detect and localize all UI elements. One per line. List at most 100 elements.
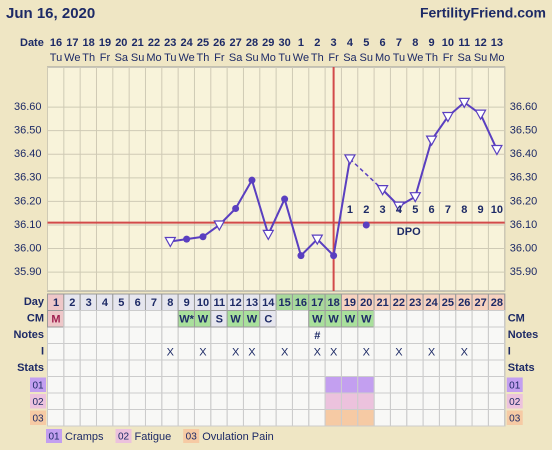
weekday-label: Sa <box>229 52 243 64</box>
outlier-point <box>362 221 370 229</box>
date-label: 16 <box>50 37 62 49</box>
table-cell <box>487 409 506 427</box>
stat-code-right: 03 <box>509 413 521 424</box>
stat-code-bg-right <box>506 410 523 425</box>
date-label: 27 <box>230 37 242 49</box>
intercourse-mark: X <box>232 347 240 359</box>
stat-code-bg <box>30 394 46 409</box>
row-label-right: I <box>508 346 511 358</box>
stat-code: 01 <box>32 380 44 391</box>
cm-value: M <box>51 314 60 326</box>
stat-code-right: 02 <box>509 397 521 408</box>
weekday-label: Sa <box>115 52 129 64</box>
temp-point-triangle <box>392 201 405 213</box>
date-label: 18 <box>83 37 95 49</box>
intercourse-mark: X <box>395 347 403 359</box>
weekday-label: Sa <box>343 52 357 64</box>
stat-cell <box>324 392 342 410</box>
day-number: 22 <box>393 297 405 309</box>
day-number: 24 <box>425 297 438 309</box>
temp-point-triangle <box>458 97 471 109</box>
weekday-label: Mo <box>375 52 390 64</box>
day-number: 14 <box>262 297 275 309</box>
date-label: 9 <box>429 37 435 49</box>
dpo-label: 3 <box>380 204 386 216</box>
date-label: 13 <box>491 37 503 49</box>
cm-value: W <box>361 314 372 326</box>
y-tick-label-right: 36.00 <box>510 242 538 254</box>
day-number: 8 <box>167 297 173 309</box>
temp-point-triangle <box>343 154 356 166</box>
temp-point <box>281 195 289 203</box>
day-number: 6 <box>135 297 141 309</box>
temp-point <box>297 252 305 260</box>
y-tick-label: 36.40 <box>14 148 42 160</box>
weekday-label: Th <box>82 52 95 64</box>
note-mark: # <box>314 330 320 342</box>
dpo-label: 6 <box>429 204 435 216</box>
date-label: 10 <box>442 37 454 49</box>
weekday-label: We <box>293 52 309 64</box>
day-number: 2 <box>69 297 75 309</box>
y-tick-label-right: 36.10 <box>510 219 538 231</box>
temp-point <box>183 235 191 243</box>
stat-cell <box>324 376 342 394</box>
date-label: 17 <box>66 37 78 49</box>
day-number: 16 <box>295 297 307 309</box>
dpo-label: 4 <box>396 204 403 216</box>
date-label: 28 <box>246 37 258 49</box>
date-label: 21 <box>132 37 144 49</box>
stat-code-bg-right <box>506 394 523 409</box>
site-name: FertilityFriend.com <box>420 5 546 21</box>
cm-value: W <box>328 314 339 326</box>
day-number: 19 <box>344 297 356 309</box>
y-tick-label-right: 36.50 <box>510 125 538 137</box>
date-label: 2 <box>314 37 320 49</box>
date-label: 25 <box>197 37 209 49</box>
cm-value: S <box>216 314 223 326</box>
stat-cell <box>357 376 375 394</box>
day-number: 12 <box>230 297 242 309</box>
day-number: 20 <box>360 297 372 309</box>
day-number: 1 <box>53 297 59 309</box>
intercourse-mark: X <box>248 347 256 359</box>
weekday-label: Tu <box>164 52 176 64</box>
date-label: 22 <box>148 37 160 49</box>
day-number: 25 <box>442 297 454 309</box>
intercourse-mark: X <box>461 347 469 359</box>
temp-point <box>199 233 207 241</box>
day-number: 13 <box>246 297 258 309</box>
weekday-label: Sa <box>458 52 472 64</box>
x-label: Date <box>20 37 44 49</box>
intercourse-mark: X <box>330 347 338 359</box>
y-tick-label-right: 36.30 <box>510 172 538 184</box>
date-label: 8 <box>412 37 418 49</box>
intercourse-mark: X <box>167 347 175 359</box>
date-label: 12 <box>474 37 486 49</box>
legend-code: 01 <box>48 432 60 443</box>
weekday-label: Su <box>245 52 258 64</box>
weekday-label: Th <box>425 52 438 64</box>
weekday-label: We <box>407 52 423 64</box>
weekday-label: Th <box>311 52 324 64</box>
intercourse-mark: X <box>428 347 436 359</box>
temp-point-triangle <box>474 109 487 121</box>
day-number: 9 <box>184 297 190 309</box>
intercourse-mark: X <box>363 347 371 359</box>
weekday-label: Fr <box>100 52 111 64</box>
legend-swatch <box>115 429 132 443</box>
stat-code-bg-right <box>506 377 523 392</box>
stat-cell <box>340 392 359 410</box>
cm-value: C <box>264 314 272 326</box>
stat-cell <box>324 409 342 427</box>
legend-name: Cramps <box>65 431 104 443</box>
date-label: 23 <box>164 37 176 49</box>
y-tick-label: 36.10 <box>14 219 42 231</box>
stat-code-bg <box>30 410 46 425</box>
y-tick-label: 35.90 <box>14 266 42 278</box>
date-label: 3 <box>331 37 337 49</box>
weekday-label: We <box>64 52 80 64</box>
temp-point-triangle <box>441 111 454 123</box>
stat-code: 03 <box>32 413 44 424</box>
